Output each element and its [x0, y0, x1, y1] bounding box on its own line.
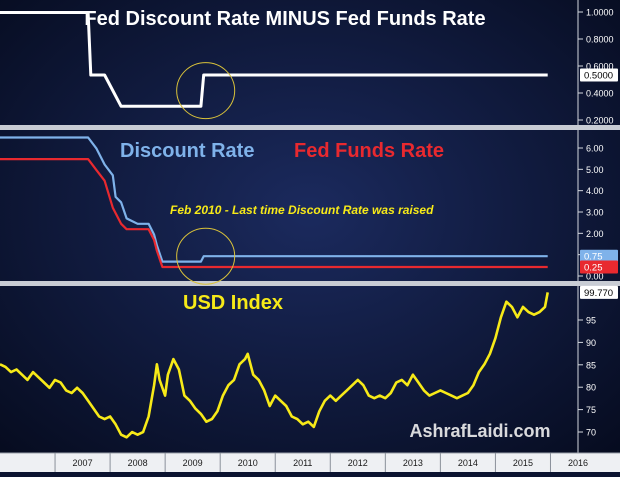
- last-value-box: [580, 249, 618, 263]
- x-tick-label: 2010: [238, 458, 258, 468]
- y-tick-label: 90: [586, 338, 596, 348]
- panel-rate-spread: Fed Discount Rate MINUS Fed Funds Rate 1…: [0, 8, 618, 126]
- x-axis: 2007 2008 2009 2010 2011 2012 2013 2014 2015 2016: [54, 453, 588, 472]
- panel-usd-index: USD Index AshrafLaidi.com 95 90 85 80 75 70 99…: [0, 285, 618, 441]
- x-tick-label: 2008: [128, 458, 148, 468]
- legend-fed-funds-rate: Fed Funds Rate: [294, 140, 444, 162]
- legend-discount-rate: Discount Rate: [120, 140, 254, 162]
- annotation-feb-2010: Feb 2010 - Last time Discount Rate was r…: [170, 203, 434, 217]
- y-tick-label: 3.00: [586, 208, 604, 218]
- x-tick-label: 2012: [348, 458, 368, 468]
- panel-divider-1: [0, 125, 620, 130]
- panel-usd-index-title: USD Index: [183, 292, 283, 314]
- series-line-2-0: [0, 292, 549, 439]
- last-value-box: [580, 260, 618, 274]
- y-tick-label: 5.00: [586, 165, 604, 175]
- y-tick-label: 0.6000: [586, 62, 614, 72]
- series-line-1-1: [0, 158, 548, 269]
- series-line-0-0: [0, 11, 548, 108]
- x-axis-bar: [0, 453, 620, 472]
- y-tick-label: 0.4000: [586, 89, 614, 99]
- last-value-box: [580, 285, 618, 299]
- y-tick-label: 95: [586, 316, 596, 326]
- y-tick-label: 1.0000: [586, 8, 614, 18]
- y-tick-label: 4.00: [586, 186, 604, 196]
- last-value-label: 0.75: [584, 252, 603, 263]
- x-tick-label: 2013: [403, 458, 423, 468]
- y-tick-label: 70: [586, 428, 596, 438]
- x-tick-label: 2015: [513, 458, 533, 468]
- y-tick-label: 85: [586, 360, 596, 370]
- y-tick-label: 0.00: [586, 272, 604, 282]
- y-tick-label: 0.2000: [586, 116, 614, 126]
- y-tick-label: 80: [586, 383, 596, 393]
- highlight-circle-1: [176, 227, 236, 285]
- y-tick-label: 2.00: [586, 229, 604, 239]
- last-value-label: 0.25: [584, 262, 603, 273]
- y-tick-label: 0.8000: [586, 35, 614, 45]
- last-value-box: [580, 68, 618, 82]
- highlight-circle-0: [176, 62, 236, 120]
- series-line-1-0: [0, 136, 548, 263]
- x-tick-label: 2011: [293, 458, 312, 468]
- panel-rates: Discount Rate Fed Funds Rate Feb 2010 - …: [0, 136, 618, 285]
- y-tick-label: 6.00: [586, 144, 604, 154]
- panel-divider-2: [0, 281, 620, 286]
- last-value-label: 0.5000: [584, 71, 613, 82]
- watermark: AshrafLaidi.com: [409, 421, 550, 441]
- last-value-label: 99.770: [584, 288, 613, 299]
- x-tick-label: 2007: [73, 458, 93, 468]
- x-tick-label: 2014: [458, 458, 478, 468]
- panel-rate-spread-title: Fed Discount Rate MINUS Fed Funds Rate: [84, 8, 485, 30]
- x-tick-label: 2009: [183, 458, 203, 468]
- x-tick-label: 2016: [568, 458, 588, 468]
- y-tick-label: 75: [586, 405, 596, 415]
